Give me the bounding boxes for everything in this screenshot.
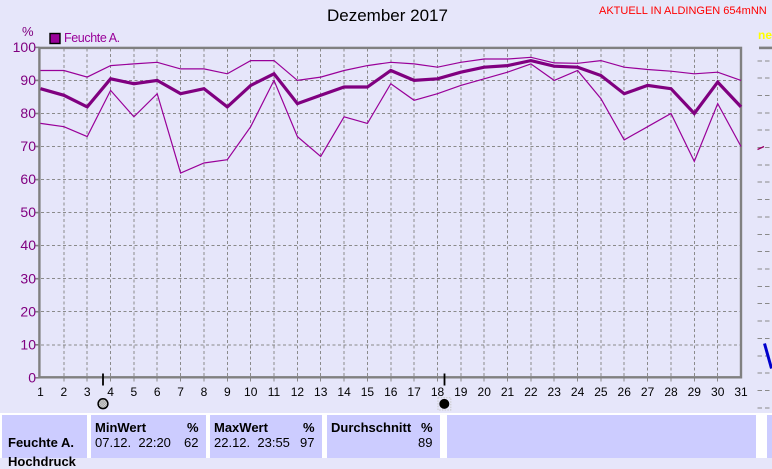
svg-text:13: 13 <box>314 385 328 399</box>
svg-text:100: 100 <box>13 39 37 55</box>
svg-text:50: 50 <box>20 204 36 220</box>
svg-text:11: 11 <box>268 385 281 399</box>
svg-text:80: 80 <box>20 105 36 121</box>
svg-text:14: 14 <box>337 385 351 399</box>
svg-text:12: 12 <box>291 385 305 399</box>
svg-text:7: 7 <box>177 385 184 399</box>
svg-text:1: 1 <box>37 385 44 399</box>
svg-text:20: 20 <box>478 385 492 399</box>
svg-text:28: 28 <box>664 385 678 399</box>
svg-text:25: 25 <box>594 385 608 399</box>
svg-text:3: 3 <box>84 385 91 399</box>
svg-text:40: 40 <box>20 237 36 253</box>
svg-text:27: 27 <box>641 385 655 399</box>
svg-text:18: 18 <box>431 385 445 399</box>
svg-text:5: 5 <box>131 385 138 399</box>
svg-text:20: 20 <box>20 303 36 319</box>
svg-text:10: 10 <box>20 336 36 352</box>
svg-text:22: 22 <box>524 385 538 399</box>
svg-text:29: 29 <box>688 385 702 399</box>
svg-text:8: 8 <box>201 385 208 399</box>
svg-text:0: 0 <box>28 369 36 385</box>
svg-text:60: 60 <box>20 171 36 187</box>
svg-text:21: 21 <box>501 385 515 399</box>
svg-text:31: 31 <box>734 385 748 399</box>
svg-text:19: 19 <box>454 385 468 399</box>
svg-text:10: 10 <box>244 385 258 399</box>
svg-text:4: 4 <box>107 385 114 399</box>
svg-text:23: 23 <box>548 385 562 399</box>
svg-text:15: 15 <box>361 385 375 399</box>
svg-text:6: 6 <box>154 385 161 399</box>
svg-text:17: 17 <box>407 385 421 399</box>
svg-text:2: 2 <box>61 385 68 399</box>
svg-text:30: 30 <box>711 385 725 399</box>
svg-text:9: 9 <box>224 385 231 399</box>
svg-text:90: 90 <box>20 72 36 88</box>
svg-text:24: 24 <box>571 385 585 399</box>
svg-text:70: 70 <box>20 138 36 154</box>
svg-text:26: 26 <box>618 385 632 399</box>
svg-text:16: 16 <box>384 385 398 399</box>
svg-text:30: 30 <box>20 270 36 286</box>
